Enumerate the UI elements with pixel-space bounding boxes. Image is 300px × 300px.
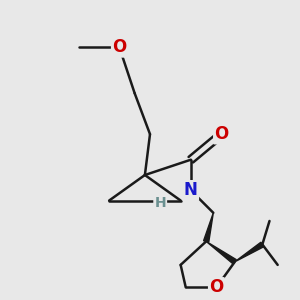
Text: N: N	[184, 181, 198, 199]
Polygon shape	[235, 242, 264, 262]
Text: O: O	[214, 125, 229, 143]
Text: O: O	[112, 38, 127, 56]
Polygon shape	[204, 213, 213, 242]
Text: O: O	[209, 278, 224, 296]
Polygon shape	[206, 242, 236, 264]
Text: H: H	[154, 196, 166, 210]
